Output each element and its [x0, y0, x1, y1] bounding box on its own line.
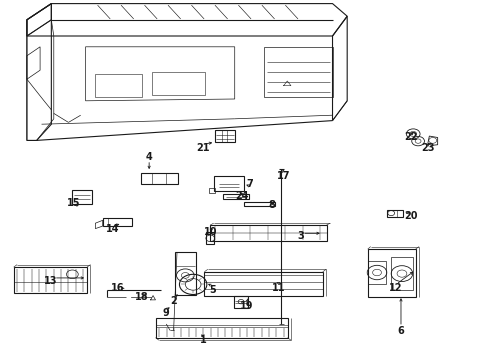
Text: 20: 20 [403, 211, 417, 221]
Text: 6: 6 [397, 326, 404, 336]
Text: 4: 4 [145, 152, 152, 162]
Text: 3: 3 [297, 231, 304, 241]
Text: 17: 17 [276, 171, 290, 181]
Text: 22: 22 [403, 132, 417, 142]
Text: 21: 21 [196, 143, 209, 153]
Text: 16: 16 [110, 283, 124, 293]
Text: 8: 8 [267, 200, 274, 210]
Text: 2: 2 [170, 296, 177, 306]
Text: 11: 11 [271, 283, 285, 293]
Text: 1: 1 [199, 335, 206, 345]
Text: 7: 7 [245, 179, 252, 189]
Text: 19: 19 [240, 301, 253, 311]
Text: 23: 23 [420, 143, 434, 153]
Text: 15: 15 [66, 198, 80, 208]
Text: 13: 13 [43, 276, 57, 286]
Text: 24: 24 [235, 191, 248, 201]
Text: 14: 14 [105, 224, 119, 234]
Text: 5: 5 [209, 285, 216, 295]
Text: 9: 9 [163, 308, 169, 318]
Text: 12: 12 [388, 283, 402, 293]
Text: 10: 10 [203, 227, 217, 237]
Text: 18: 18 [135, 292, 148, 302]
